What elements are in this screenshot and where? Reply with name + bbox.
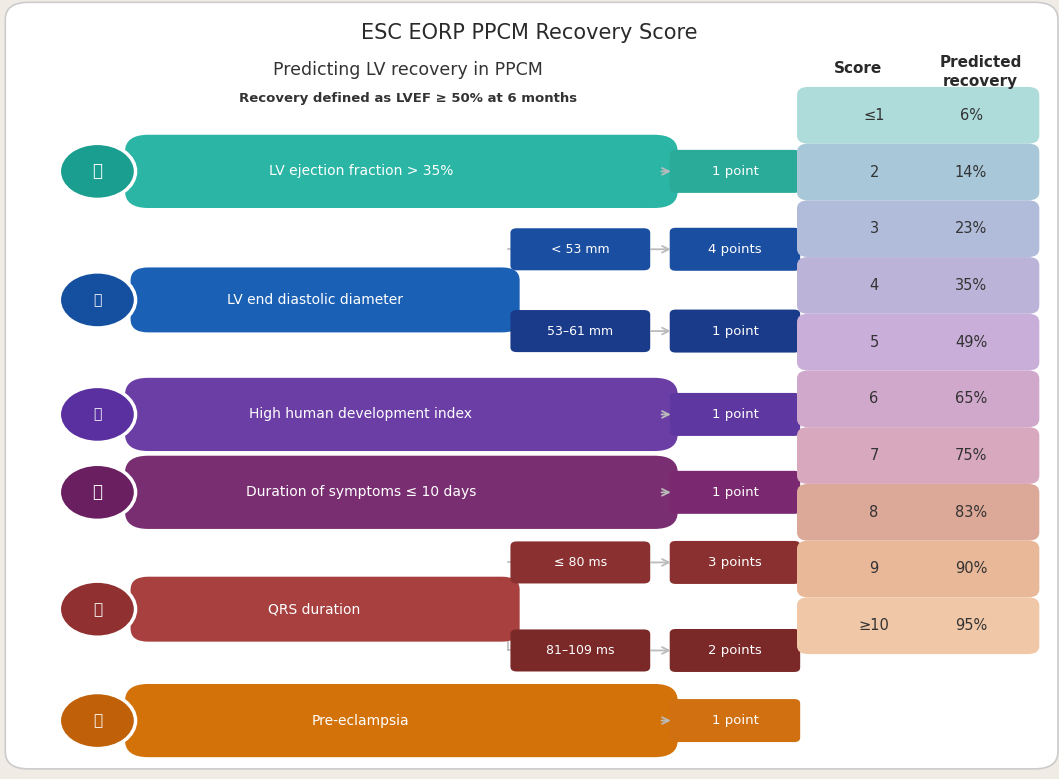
Text: QRS duration: QRS duration	[268, 602, 361, 616]
Text: ≤1: ≤1	[863, 108, 885, 123]
FancyBboxPatch shape	[669, 629, 801, 672]
FancyBboxPatch shape	[510, 310, 650, 352]
Text: Predicted: Predicted	[939, 55, 1022, 70]
Text: 〜: 〜	[93, 601, 102, 617]
Text: 4 points: 4 points	[708, 243, 761, 256]
Text: LV end diastolic diameter: LV end diastolic diameter	[227, 293, 402, 307]
Text: recovery: recovery	[944, 73, 1018, 89]
FancyBboxPatch shape	[5, 2, 1058, 769]
Text: 83%: 83%	[955, 505, 987, 520]
FancyBboxPatch shape	[669, 393, 801, 436]
FancyBboxPatch shape	[669, 227, 801, 271]
Text: High human development index: High human development index	[249, 407, 472, 421]
FancyBboxPatch shape	[669, 699, 801, 742]
Text: ≤ 80 ms: ≤ 80 ms	[554, 556, 607, 569]
Text: 7: 7	[869, 448, 879, 463]
FancyBboxPatch shape	[797, 541, 1039, 597]
FancyBboxPatch shape	[510, 541, 650, 583]
Text: 4: 4	[869, 278, 879, 293]
Text: ESC EORP PPCM Recovery Score: ESC EORP PPCM Recovery Score	[361, 23, 698, 43]
Text: 3: 3	[869, 221, 879, 236]
FancyBboxPatch shape	[797, 371, 1039, 427]
Text: 1 point: 1 point	[712, 325, 758, 337]
Circle shape	[59, 143, 136, 199]
Circle shape	[59, 464, 136, 520]
Text: 35%: 35%	[955, 278, 987, 293]
Text: 👥: 👥	[93, 407, 102, 421]
Text: 49%: 49%	[955, 335, 987, 350]
FancyBboxPatch shape	[125, 456, 678, 529]
Text: 🫀: 🫀	[92, 162, 103, 181]
Text: 1 point: 1 point	[712, 486, 758, 499]
FancyBboxPatch shape	[125, 135, 678, 208]
Text: 14%: 14%	[955, 164, 987, 179]
Text: ≥10: ≥10	[859, 619, 890, 633]
Text: 6%: 6%	[959, 108, 983, 123]
FancyBboxPatch shape	[797, 314, 1039, 371]
FancyBboxPatch shape	[669, 309, 801, 353]
FancyBboxPatch shape	[797, 427, 1039, 484]
Text: Duration of symptoms ≤ 10 days: Duration of symptoms ≤ 10 days	[246, 485, 477, 499]
Text: 2: 2	[869, 164, 879, 179]
Text: 🩺: 🩺	[93, 713, 102, 728]
Text: 1 point: 1 point	[712, 165, 758, 178]
FancyBboxPatch shape	[669, 471, 801, 514]
FancyBboxPatch shape	[797, 257, 1039, 314]
FancyBboxPatch shape	[669, 150, 801, 193]
Text: 8: 8	[869, 505, 879, 520]
Circle shape	[59, 272, 136, 328]
FancyBboxPatch shape	[130, 576, 520, 642]
Text: Recovery defined as LVEF ≥ 50% at 6 months: Recovery defined as LVEF ≥ 50% at 6 mont…	[238, 92, 577, 104]
Text: 75%: 75%	[955, 448, 987, 463]
FancyBboxPatch shape	[130, 267, 520, 333]
FancyBboxPatch shape	[797, 597, 1039, 654]
FancyBboxPatch shape	[797, 484, 1039, 541]
FancyBboxPatch shape	[510, 228, 650, 270]
Circle shape	[59, 386, 136, 442]
FancyBboxPatch shape	[125, 684, 678, 757]
Text: Predicting LV recovery in PPCM: Predicting LV recovery in PPCM	[273, 61, 542, 79]
Text: Pre-eclampsia: Pre-eclampsia	[312, 714, 410, 728]
Text: 2 points: 2 points	[708, 644, 761, 657]
Text: 9: 9	[869, 562, 879, 576]
Text: 5: 5	[869, 335, 879, 350]
Text: Score: Score	[833, 61, 882, 76]
Circle shape	[59, 581, 136, 637]
Text: 90%: 90%	[955, 562, 987, 576]
Text: 95%: 95%	[955, 619, 987, 633]
FancyBboxPatch shape	[797, 143, 1039, 200]
Text: < 53 mm: < 53 mm	[551, 243, 610, 256]
FancyBboxPatch shape	[669, 541, 801, 584]
Text: 📏: 📏	[93, 293, 102, 307]
Text: LV ejection fraction > 35%: LV ejection fraction > 35%	[269, 164, 453, 178]
Text: 3 points: 3 points	[708, 556, 761, 569]
Circle shape	[59, 693, 136, 749]
FancyBboxPatch shape	[797, 200, 1039, 257]
Text: 1 point: 1 point	[712, 714, 758, 727]
Text: 23%: 23%	[955, 221, 987, 236]
FancyBboxPatch shape	[125, 378, 678, 451]
FancyBboxPatch shape	[510, 629, 650, 671]
Text: 6: 6	[869, 391, 879, 407]
Text: 65%: 65%	[955, 391, 987, 407]
Text: 1 point: 1 point	[712, 408, 758, 421]
FancyBboxPatch shape	[797, 87, 1039, 143]
Text: 81–109 ms: 81–109 ms	[546, 644, 614, 657]
Text: ⏱: ⏱	[92, 483, 103, 502]
Text: 53–61 mm: 53–61 mm	[548, 325, 613, 337]
